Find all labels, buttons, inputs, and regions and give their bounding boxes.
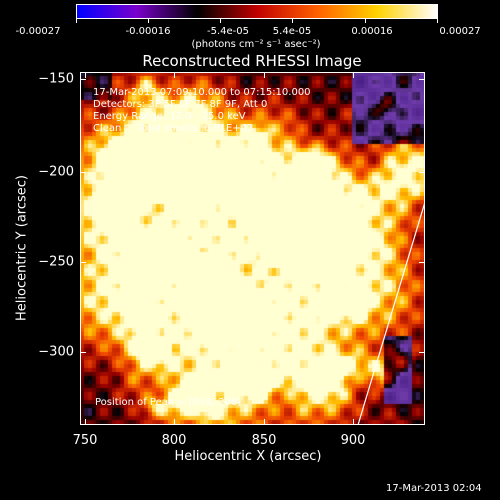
y-tick [80,262,86,263]
y-tick [419,262,425,263]
peak-position: Position of Peak = [934,-206] [95,397,242,408]
info-energy-range: Energy Range: 12.0 - 25.0 keV [93,111,246,122]
plot-title: Reconstructed RHESSI Image [142,52,362,70]
x-tick [264,419,265,425]
colorbar-tick-label: -5.4e-05 [207,26,249,37]
x-tick [174,419,175,425]
info-clean-counts: Clean Total counts: 6.91E+03 [93,123,254,134]
y-tick-label: −150 [38,71,74,87]
colorbar-tick [365,19,366,23]
x-tick-label: 900 [340,433,366,448]
colorbar [76,4,438,19]
y-tick [80,79,86,80]
solar-limb-line [357,201,425,425]
y-tick [419,172,425,173]
colorbar-tick [220,19,221,23]
footer-timestamp: 17-Mar-2013 02:04 [386,483,482,494]
x-tick [264,72,265,78]
y-axis-label: Heliocentric Y (arcsec) [14,175,30,321]
x-tick [85,72,86,78]
colorbar-tick [76,19,77,23]
x-tick [353,419,354,425]
colorbar-tick-label: 5.4e-05 [272,26,312,37]
y-tick-label: −200 [38,164,74,180]
x-tick [353,72,354,78]
x-tick-label: 800 [161,433,187,448]
colorbar-tick [148,19,149,23]
y-tick [80,172,86,173]
y-tick [419,79,425,80]
colorbar-tick [292,19,293,23]
reconstructed-image [80,72,425,425]
colorbar-tick-label: 0.00016 [351,26,393,37]
colorbar-tick-label: -0.00016 [125,26,171,37]
colorbar-tick-label: -0.00027 [15,26,61,37]
y-tick [80,352,86,353]
x-tick-label: 850 [251,433,277,448]
info-time-range: 17-Mar-2013 07:09:10.000 to 07:15:10.000 [93,87,311,98]
info-detectors: Detectors: 3F 5F 6F 7F 8F 9F, Att 0 [93,99,268,110]
x-axis-label: Heliocentric X (arcsec) [174,449,322,464]
x-tick [85,419,86,425]
colorbar-tick-label: 0.00027 [439,26,481,37]
colorbar-tick [437,19,438,23]
y-tick [419,352,425,353]
x-tick-label: 750 [72,433,98,448]
y-tick-label: −300 [38,344,74,360]
x-tick [174,72,175,78]
plot-frame [80,72,425,425]
colorbar-units: (photons cm⁻² s⁻¹ asec⁻²) [191,39,321,50]
y-tick-label: −250 [38,254,74,270]
